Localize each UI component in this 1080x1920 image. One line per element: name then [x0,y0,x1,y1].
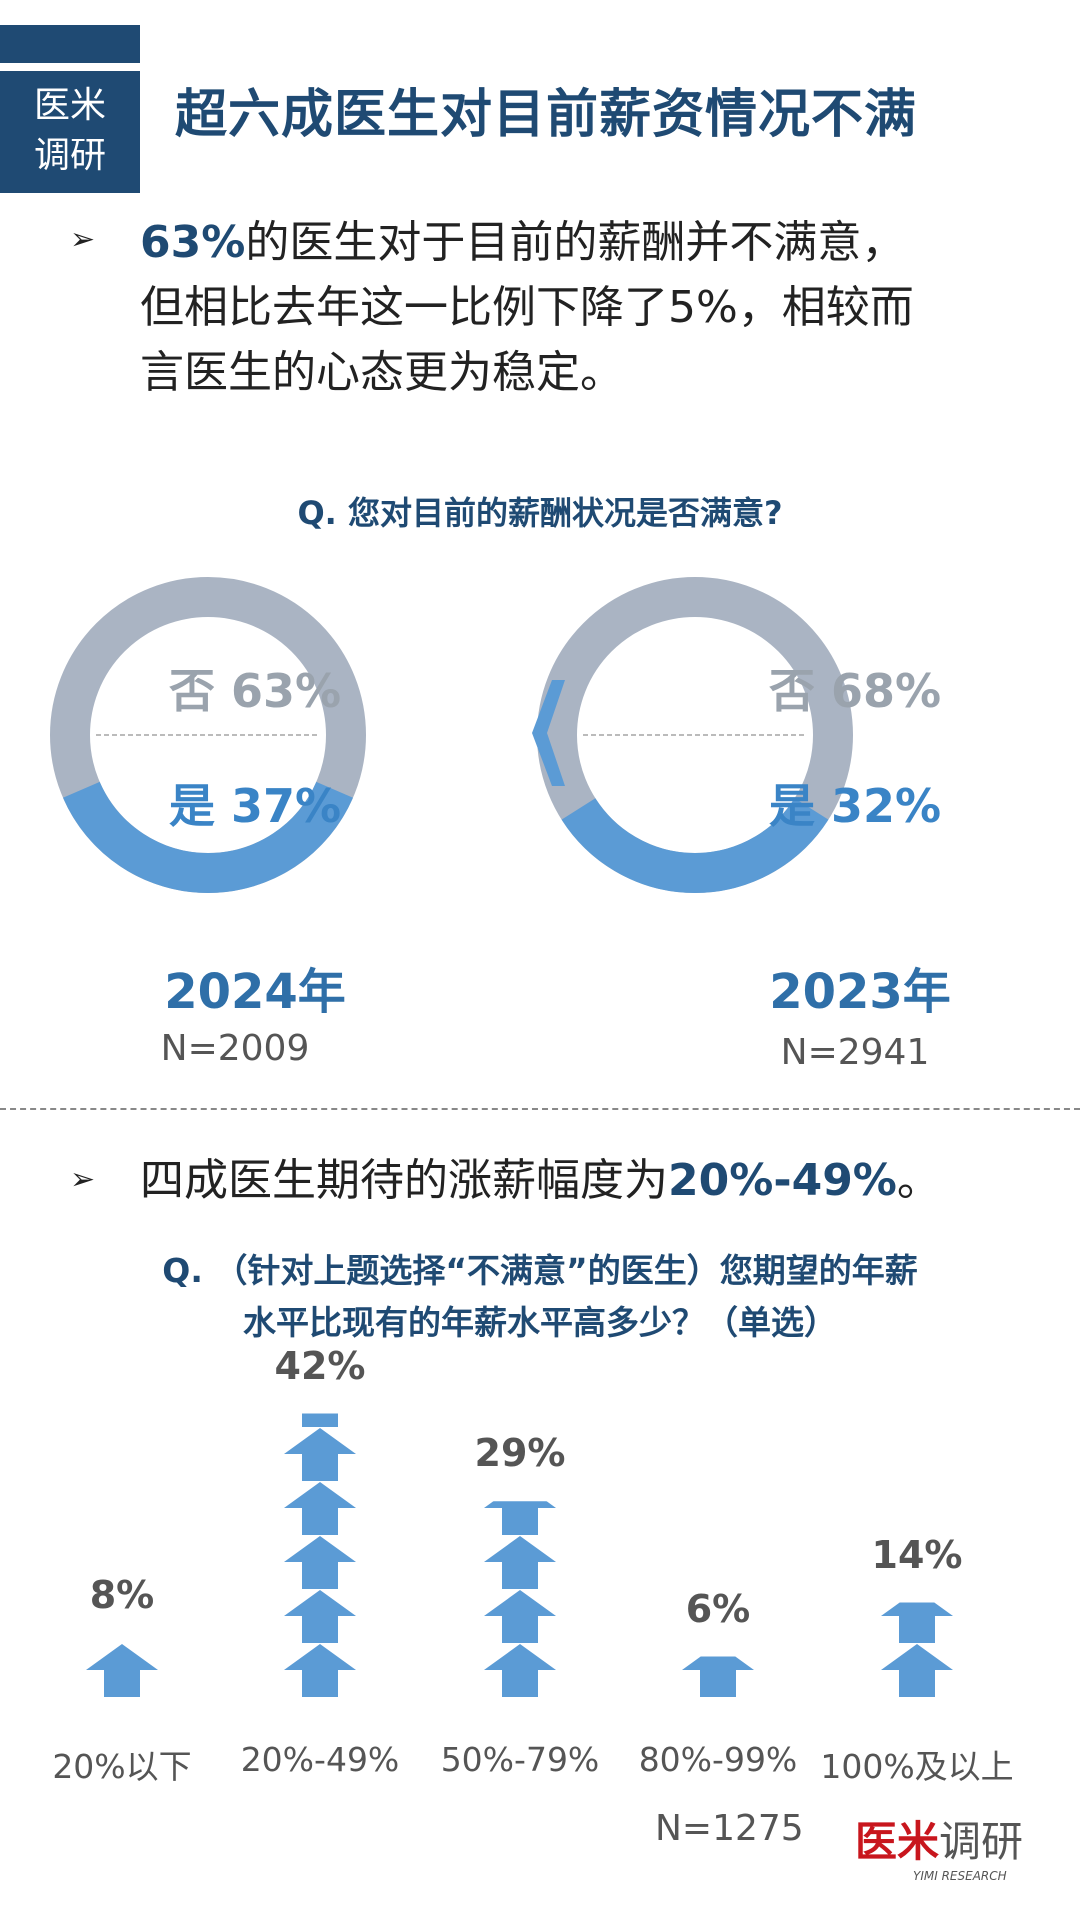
arrow-unit [484,1590,556,1643]
bar-value-label: 14% [871,1532,963,1577]
header-badge: 医米 调研 [0,71,140,193]
section-divider [0,1108,1080,1110]
donut-2024-yes-label: 是 37% [168,779,342,833]
arrow-unit [682,1656,754,1697]
arrow-bar [484,1501,556,1697]
arrow-unit [484,1536,556,1589]
bullet2-text: 四成医生期待的涨薪幅度为20%-49%。 [140,1155,941,1206]
category-label: 20%-49% [240,1740,400,1779]
arrow-bar [682,1656,754,1697]
badge-line1: 医米 [33,85,106,126]
arrow-unit [284,1590,356,1643]
arrow-bar [86,1644,158,1697]
donut-slice-yes [63,781,353,893]
donut-2023-yes-label: 是 32% [768,779,942,833]
badge-line2: 调研 [33,135,106,176]
yimi-logo: 医米调研 YIMI RESEARCH [855,1817,1024,1883]
bar-value-label: 29% [474,1431,566,1476]
sample-size-2: N=1275 [655,1808,804,1849]
donut-2023-no-label: 否 68% [768,664,942,718]
sample-2023: N=2941 [780,1032,930,1073]
bullet1-text: 63%的医生对于目前的薪酬并不满意， 但相比去年这一比例下降了5%，相较而 言医… [140,217,914,398]
bar-value-label: 8% [89,1573,155,1617]
triangle-arrow-icon: ➢ [70,222,96,257]
arrow-unit [284,1428,356,1481]
year-2024: 2024年 [164,964,346,1020]
category-label: 50%-79% [440,1740,600,1779]
category-label: 100%及以上 [820,1747,1014,1786]
bar-value-label: 42% [274,1343,366,1388]
arrow-unit [284,1536,356,1589]
bar-value-label: 6% [685,1586,751,1631]
chevron-left-icon [532,680,565,786]
arrow-unit [881,1644,953,1697]
page-title: 超六成医生对目前薪资情况不满 [175,85,918,145]
header-badge-bar [0,25,140,63]
year-2023: 2023年 [769,964,951,1020]
arrow-unit [881,1602,953,1643]
arrow-unit [302,1413,338,1427]
category-label: 20%以下 [52,1747,192,1786]
question-2: Q. （针对上题选择“不满意”的医生）您期望的年薪 水平比现有的年薪水平高多少？… [162,1251,918,1342]
triangle-arrow-icon: ➢ [70,1162,96,1197]
arrow-unit [484,1501,556,1535]
arrow-unit [284,1644,356,1697]
arrow-unit [484,1644,556,1697]
category-label: 80%-99% [638,1740,798,1779]
donut-slice-yes [561,797,829,893]
arrow-bar [284,1413,356,1697]
arrow-unit [284,1482,356,1535]
arrow-bar [881,1602,953,1697]
donut-2024-no-label: 否 63% [168,664,342,718]
question-1: Q. 您对目前的薪酬状况是否满意? [297,494,783,532]
arrow-unit [86,1644,158,1697]
sample-2024: N=2009 [160,1028,310,1069]
